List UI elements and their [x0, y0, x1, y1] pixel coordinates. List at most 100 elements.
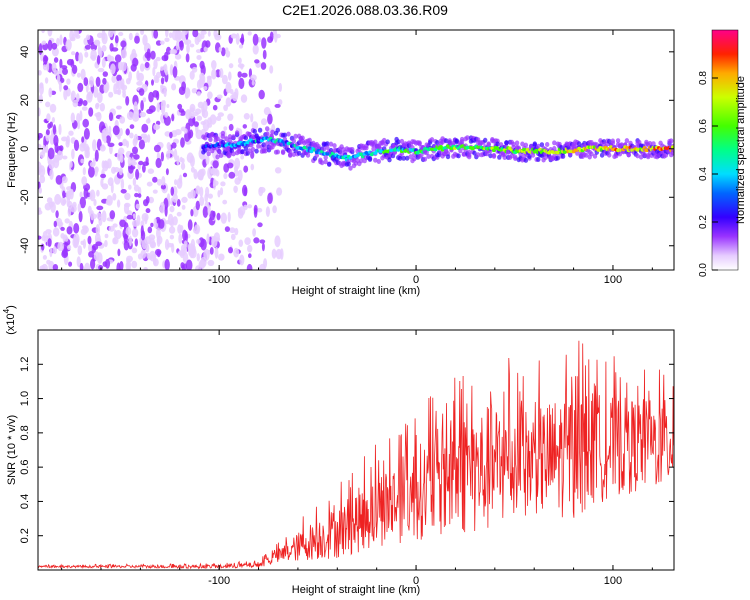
- spectrogram-noise-cell: [219, 187, 224, 196]
- spectrogram-noise-cell: [241, 72, 248, 78]
- spectrogram-ridge-halo: [610, 138, 615, 144]
- spectrogram-noise-cell: [214, 246, 219, 259]
- spectrogram-noise-cell: [195, 49, 202, 54]
- spectrogram-noise-cell: [95, 224, 101, 236]
- spectrogram-noise-cell: [94, 149, 99, 162]
- spectrogram-noise-cell: [71, 33, 76, 40]
- spectrogram-ridge-halo: [560, 153, 566, 159]
- spectrogram-noise-cell: [161, 176, 166, 186]
- spectrogram-ridge-core: [492, 148, 496, 153]
- spectrogram-noise-cell: [76, 72, 81, 78]
- spectrogram-noise-cell: [195, 200, 200, 211]
- spectrogram-ridge-halo: [323, 159, 328, 165]
- spectrogram-noise-cell: [231, 91, 239, 102]
- spectrogram-noise-cell: [258, 89, 265, 100]
- spectrogram-noise-cell: [174, 30, 182, 42]
- spectrogram-ridge-halo: [291, 138, 296, 144]
- spectrogram-noise-cell: [196, 239, 201, 244]
- figure-title: C2E1.2026.088.03.36.R09: [282, 2, 448, 18]
- spectrogram-noise-cell: [48, 159, 55, 170]
- spectrogram-noise-cell: [198, 176, 204, 181]
- spectrogram-noise-cell: [195, 265, 202, 270]
- spectrogram-noise-cell: [163, 63, 168, 74]
- spectrogram-noise-cell: [199, 186, 204, 198]
- spectrogram-noise-cell: [142, 34, 148, 46]
- spectrogram-noise-cell: [113, 83, 117, 95]
- spectrogram-noise-cell: [104, 240, 108, 248]
- spectrogram-noise-cell: [190, 209, 194, 217]
- spectrogram-noise-cell: [129, 235, 132, 247]
- spectrogram-noise-cell: [246, 263, 253, 270]
- spectrogram-noise-cell: [118, 31, 124, 37]
- spectrogram-noise-cell: [39, 175, 46, 184]
- snr-ytick-label: 1.0: [19, 391, 31, 406]
- spectrogram-ridge-halo: [552, 140, 557, 146]
- colorbar-tick-label: 0.0: [698, 263, 709, 277]
- spectrogram-noise-cell: [217, 190, 221, 198]
- spectrogram-noise-cell: [153, 144, 161, 153]
- spectrogram-ridge-halo: [332, 143, 337, 149]
- spectrogram-noise-cell: [44, 202, 52, 211]
- spectrogram-noise-cell: [93, 86, 99, 98]
- spectrogram-ridge-halo: [243, 146, 249, 152]
- spectrogram-noise-cell: [212, 210, 216, 218]
- spectrogram-noise-cell: [147, 168, 155, 174]
- spectrogram-noise-cell: [102, 77, 107, 85]
- spectrogram-noise-cell: [69, 161, 73, 168]
- spectrogram-noise-cell: [44, 77, 49, 84]
- spectrogram-noise-cell: [166, 150, 171, 160]
- spectrogram-ridge-halo: [265, 126, 270, 132]
- spectrogram-ridge-halo: [615, 138, 621, 144]
- spectrogram-noise-cell: [92, 139, 97, 152]
- spectrogram-noise-cell: [134, 238, 138, 247]
- spectrogram-noise-cell: [172, 66, 178, 78]
- spectrogram-noise-cell: [78, 210, 83, 223]
- spectrogram-noise-cell: [150, 222, 154, 228]
- colorbar-tick-label: 0.4: [698, 167, 709, 181]
- spectrogram-frame: [37, 29, 675, 271]
- spectrogram-noise-cell: [228, 247, 233, 254]
- spectrogram-noise-cell: [221, 47, 226, 57]
- spectrogram-ridge-halo: [543, 155, 548, 161]
- spectrogram-noise-cell: [88, 243, 93, 253]
- spectrogram-noise-cell: [39, 151, 45, 159]
- snr-scale-label: (x104): [2, 305, 17, 335]
- spectrogram-ridge-halo: [291, 152, 296, 157]
- spectrogram-ridge-halo: [497, 154, 502, 160]
- spectrogram-noise-cell: [141, 123, 149, 133]
- spectrogram-noise-cell: [175, 40, 180, 51]
- spectrogram-noise-cell: [240, 63, 244, 70]
- spectrogram-noise-cell: [52, 264, 59, 270]
- snr-scale-prefix: (x10: [5, 313, 17, 334]
- spectrogram-noise-cell: [202, 100, 208, 112]
- spectrogram-noise-cell: [181, 264, 185, 270]
- spectrogram-noise-cell: [250, 151, 255, 159]
- spectrogram-noise-cell: [190, 166, 195, 173]
- spectrogram-noise-cell: [79, 262, 84, 270]
- spectrogram-noise-cell: [169, 131, 173, 139]
- spectrogram-noise-cell: [47, 30, 53, 37]
- spectrogram-noise-cell: [227, 113, 234, 121]
- spectrogram-ridge-halo: [647, 141, 653, 146]
- spectrogram-noise-cell: [88, 251, 94, 258]
- spectrogram-noise-cell: [240, 94, 248, 103]
- spectrogram-noise-cell: [85, 34, 91, 41]
- spectrogram-noise-cell: [134, 192, 139, 198]
- spectrogram-noise-cell: [177, 103, 183, 110]
- spectrogram-noise-cell: [144, 61, 150, 69]
- spectrogram-noise-cell: [125, 128, 130, 136]
- spectrogram-noise-cell: [42, 63, 48, 71]
- spectrogram-noise-cell: [66, 226, 73, 235]
- spectrogram-ridge-halo: [412, 156, 417, 162]
- spectrogram-noise-cell: [60, 196, 67, 206]
- spectrogram-noise-cell: [205, 154, 210, 165]
- spectrogram-noise-cell: [80, 240, 85, 245]
- spectrogram-noise-cell: [192, 30, 199, 38]
- spectrogram-noise-cell: [117, 248, 121, 257]
- spectrogram-noise-cell: [146, 181, 153, 187]
- spectrogram-noise-cell: [81, 106, 88, 111]
- spectrogram-noise-cell: [194, 224, 201, 235]
- spectrogram-noise-cell: [274, 167, 282, 174]
- spectrogram-noise-cell: [256, 207, 263, 213]
- spectrogram-noise-cell: [138, 160, 144, 166]
